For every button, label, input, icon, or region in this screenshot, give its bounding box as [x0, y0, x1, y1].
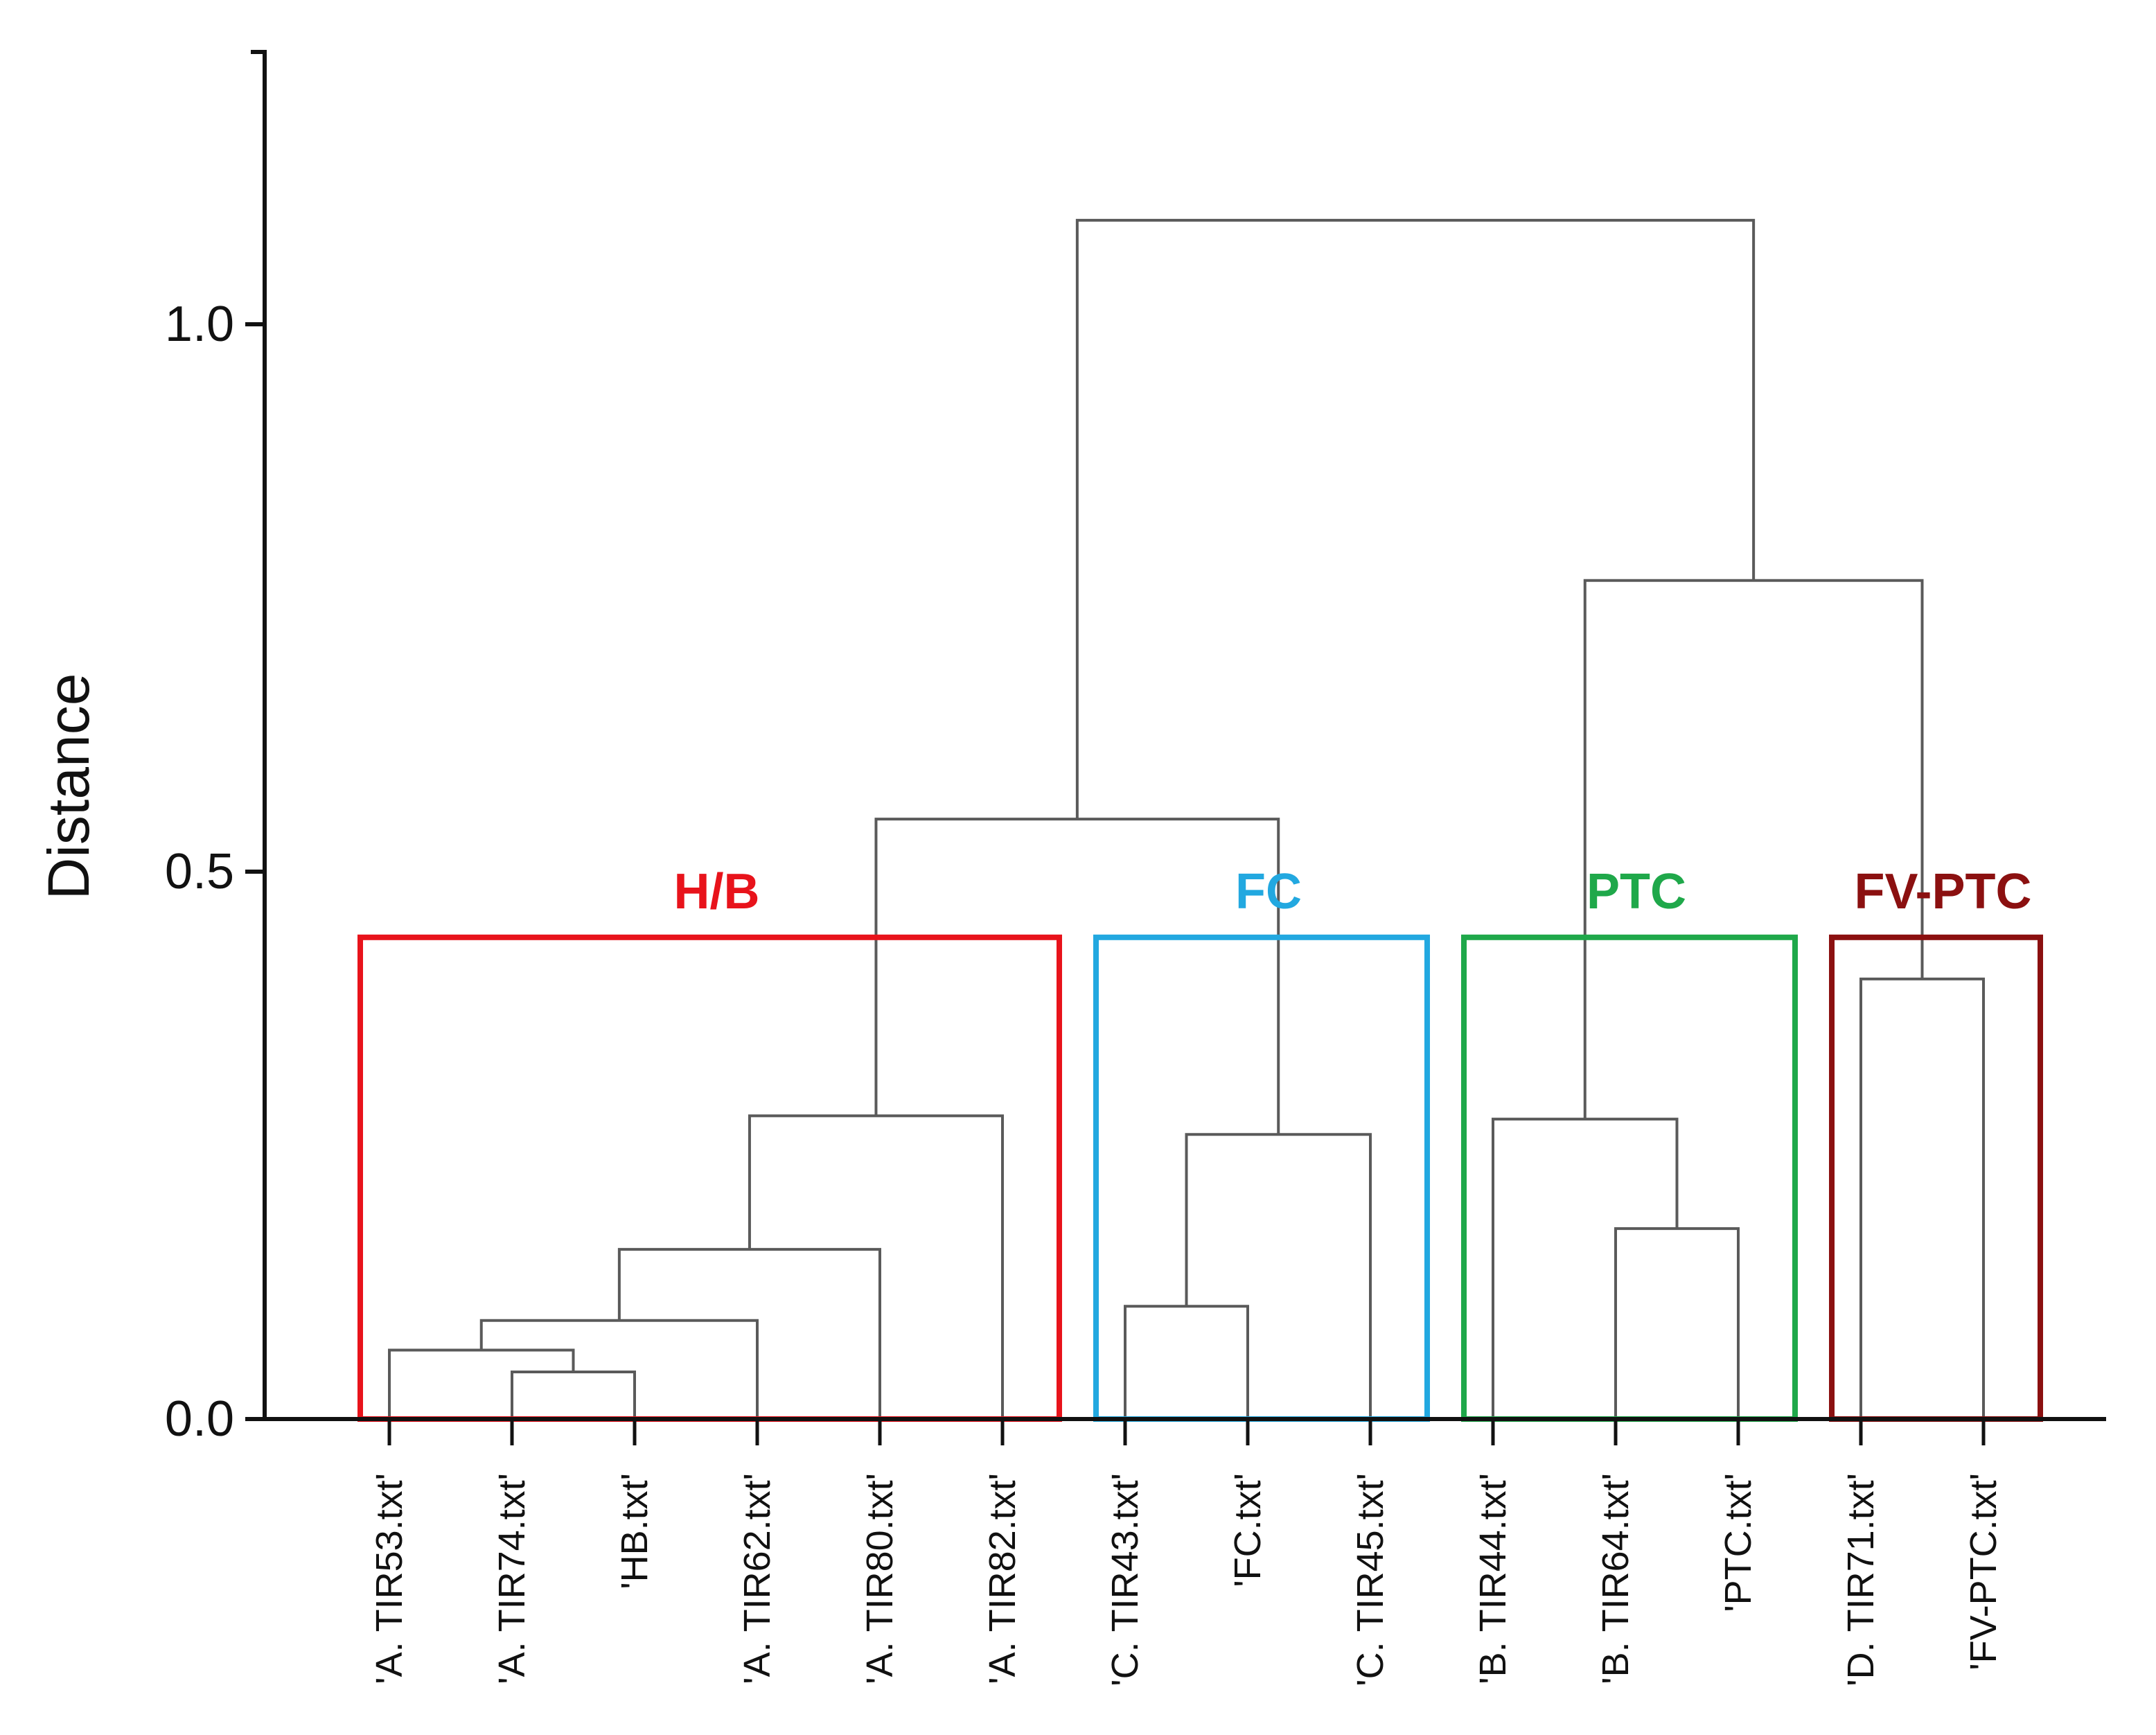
dendrogram-branch-m12 — [1583, 579, 1924, 1120]
group-boxes — [357, 934, 2043, 1423]
leaf-label: 'B. TIR44.txt' — [1472, 1473, 1514, 1684]
y-tick-label: 0.5 — [165, 844, 234, 899]
dendrogram-branch-m11 — [1859, 977, 1985, 1419]
group-box — [1461, 934, 1798, 1423]
axes — [263, 50, 2106, 1421]
dendrogram-branch-m7 — [1185, 1133, 1372, 1419]
leaf-label: 'A. TIR80.txt' — [859, 1473, 901, 1684]
y-tick-label: 1.0 — [165, 297, 234, 352]
leaf-labels: 'A. TIR53.txt' 'A. TIR74.txt' 'HB.txt' 'A. … — [369, 1419, 2004, 1686]
group-box — [1093, 934, 1430, 1423]
leaf-label: 'C. TIR43.txt' — [1104, 1473, 1146, 1686]
dendrogram-branch-m13 — [1075, 218, 1756, 820]
dendrogram-branch-m2 — [388, 1348, 575, 1419]
dendrogram-branches — [388, 218, 1985, 1419]
dendrogram-branch-m6 — [1124, 1305, 1249, 1419]
leaf-label: 'A. TIR62.txt' — [736, 1473, 778, 1684]
leaf-label: 'D. TIR71.txt' — [1840, 1473, 1882, 1686]
group-box — [357, 934, 1062, 1423]
leaf-label: 'HB.txt' — [614, 1473, 655, 1589]
leaf-label: 'FV-PTC.txt' — [1963, 1473, 2004, 1671]
leaf-label: 'PTC.txt' — [1717, 1473, 1759, 1612]
dendrogram-branch-m8 — [874, 818, 1280, 1135]
dendrogram-branch-m5 — [748, 1114, 1004, 1419]
leaf-label: 'A. TIR74.txt' — [491, 1473, 533, 1684]
dendrogram-branch-m4 — [617, 1248, 881, 1419]
group-label: FV-PTC — [1854, 864, 2031, 919]
group-label: H/B — [674, 864, 760, 919]
y-axis-label: Distance — [36, 673, 101, 900]
leaf-label: 'A. TIR82.txt' — [982, 1473, 1023, 1684]
dendrogram-branch-m9 — [1614, 1227, 1740, 1419]
group-labels: H/B FC PTC FV-PTC — [674, 864, 2032, 919]
leaf-label: 'C. TIR45.txt' — [1350, 1473, 1391, 1686]
dendrogram-branch-m1 — [511, 1371, 636, 1419]
y-ticks: 0.0 0.5 1.0 — [165, 50, 265, 1447]
group-label: FC — [1235, 864, 1302, 919]
group-box — [1829, 934, 2043, 1423]
dendrogram-branch-m10 — [1492, 1118, 1679, 1419]
leaf-label: 'B. TIR64.txt' — [1595, 1473, 1636, 1684]
group-label: PTC — [1587, 864, 1686, 919]
leaf-label: 'A. TIR53.txt' — [369, 1473, 410, 1684]
dendrogram-branch-m3 — [479, 1319, 759, 1419]
y-tick-label: 0.0 — [165, 1391, 234, 1447]
leaf-label: 'FC.txt' — [1227, 1473, 1269, 1587]
